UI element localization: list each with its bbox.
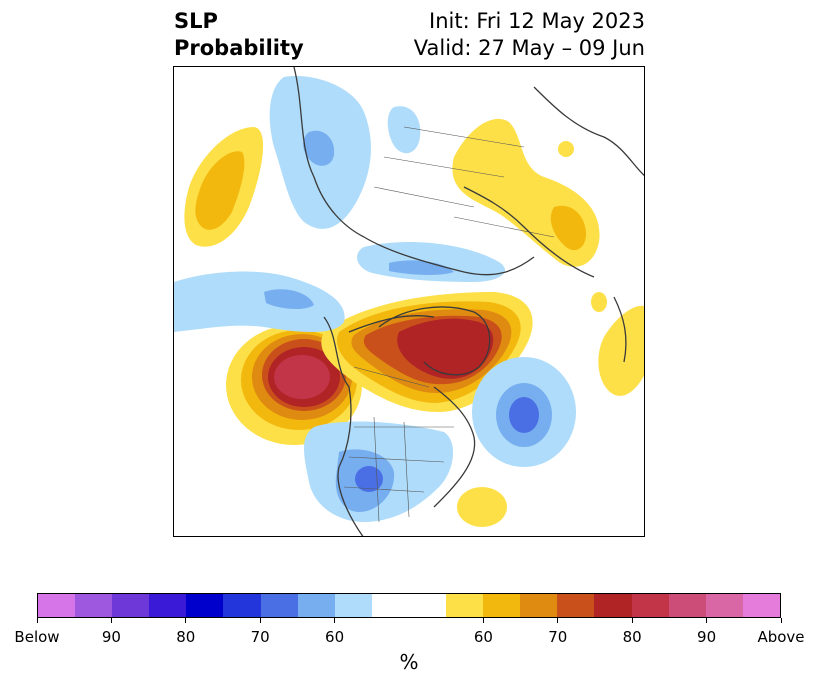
anomaly-east-atlantic-above: [457, 292, 644, 527]
borders: [343, 126, 555, 523]
anomaly-subtropical-pacific-above: [184, 127, 264, 247]
anomaly-siberia-above: [452, 118, 600, 267]
colorbar-swatch-6: [260, 594, 298, 617]
colorbar-tick-label: 80: [176, 628, 196, 646]
colorbar-swatch-10: [408, 594, 447, 617]
probability-map: [174, 67, 644, 536]
coastlines: [293, 67, 644, 536]
colorbar-swatch-16: [631, 594, 669, 617]
colorbar-swatch-17: [668, 594, 706, 617]
colorbar-swatch-13: [520, 594, 558, 617]
colorbar-swatch-11: [446, 594, 484, 617]
colorbar-swatch-14: [557, 594, 595, 617]
colorbar-tickmark: [185, 618, 187, 623]
colorbar-tickmark: [36, 618, 38, 623]
colorbar-tick-label: 90: [101, 628, 121, 646]
colorbar-tick-label: 70: [250, 628, 270, 646]
colorbar-tickmark: [110, 618, 112, 623]
colorbar-swatch-8: [334, 594, 372, 617]
anomaly-bering-below: [174, 242, 505, 332]
colorbar-tickmark: [631, 618, 633, 623]
colorbar-tick-label: Above: [757, 628, 805, 646]
colorbar-tick-label: 60: [325, 628, 345, 646]
title-product: Probability: [174, 36, 304, 60]
title-right: Init: Fri 12 May 2023 Valid: 27 May – 09…: [414, 8, 645, 62]
colorbar-tick-label: 80: [622, 628, 642, 646]
colorbar-swatch-12: [483, 594, 521, 617]
colorbar-tick-label: 70: [548, 628, 568, 646]
colorbar-swatch-5: [223, 594, 261, 617]
colorbar-tickmark: [557, 618, 559, 623]
colorbar-swatch-7: [297, 594, 335, 617]
anomaly-scandinavia-below: [269, 76, 421, 229]
title-variable: SLP: [174, 9, 218, 33]
map-panel: [173, 66, 645, 537]
colorbar-swatch-9: [371, 594, 409, 617]
colorbar-swatch-2: [112, 594, 150, 617]
colorbar-tickmark: [259, 618, 261, 623]
colorbar-swatch-3: [149, 594, 187, 617]
colorbar-tick-label: 90: [697, 628, 717, 646]
colorbar-swatch-19: [742, 594, 780, 617]
colorbar-tickmark: [334, 618, 336, 623]
colorbar-tickmark: [482, 618, 484, 623]
anomaly-w-atlantic-below: [472, 357, 576, 467]
colorbar-tick-label: Below: [14, 628, 60, 646]
valid-period: Valid: 27 May – 09 Jun: [413, 36, 645, 60]
colorbar-swatch-18: [705, 594, 743, 617]
init-date: Init: Fri 12 May 2023: [429, 9, 645, 33]
anomaly-greenland-above: [321, 292, 533, 412]
anomaly-plains-below: [304, 421, 454, 522]
colorbar-swatch-0: [38, 594, 76, 617]
colorbar-swatch-1: [75, 594, 113, 617]
colorbar-unit-label: %: [399, 650, 419, 674]
colorbar-swatch-15: [594, 594, 632, 617]
colorbar-tickmark: [780, 618, 782, 623]
colorbar-tickmark: [706, 618, 708, 623]
colorbar-tick-label: 60: [473, 628, 493, 646]
colorbar: [37, 593, 781, 618]
colorbar-swatch-4: [186, 594, 224, 617]
title-left: SLP Probability: [174, 8, 304, 62]
